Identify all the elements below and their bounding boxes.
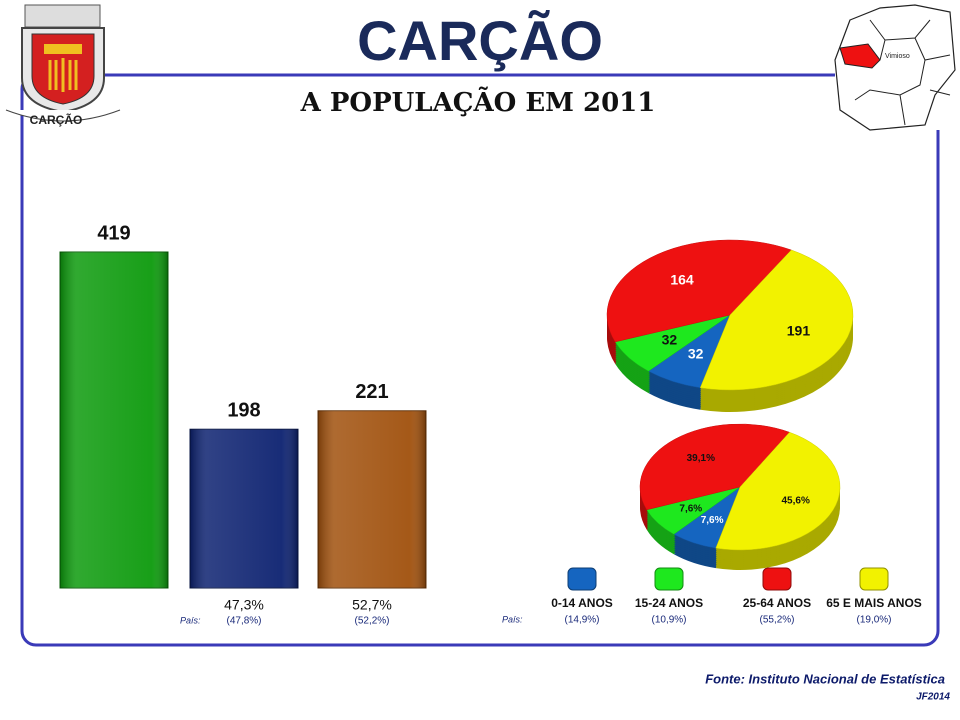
legend-swatch — [762, 567, 792, 591]
bar-shine — [60, 252, 168, 588]
charts: 419 198 47,3% (47,8%) 221 52,7% (52,2%) País: 32… — [59, 222, 922, 627]
share-label: 47,3% — [224, 597, 264, 613]
pie-value-label: 7,6% — [701, 515, 724, 526]
pie-slice — [639, 423, 790, 511]
country-label: País: — [502, 614, 523, 624]
pie-slice — [699, 249, 854, 391]
legend-label: 25-64 ANOS — [743, 596, 811, 610]
pie-value-label: 32 — [662, 331, 678, 347]
pie-value-label: 45,6% — [782, 496, 810, 507]
legend-swatch — [859, 567, 889, 591]
pie-value-label: 7,6% — [679, 503, 702, 514]
frame — [20, 73, 940, 647]
legend-label: 65 E MAIS ANOS — [826, 596, 922, 610]
crest — [5, 4, 121, 122]
bar-value-label: 419 — [97, 222, 130, 244]
bar-value-label: 198 — [227, 400, 260, 422]
crest-label: CARÇÃO — [30, 112, 83, 127]
map-label: Vimioso — [885, 53, 910, 60]
pie-slice — [715, 431, 841, 551]
legend-label: 0-14 ANOS — [551, 596, 613, 610]
subtitle: A POPULAÇÃO EM 2011 — [300, 86, 656, 118]
bar-value-label: 221 — [355, 381, 388, 403]
pie-value-label: 39,1% — [687, 453, 715, 464]
legend-swatch — [654, 567, 684, 591]
country-value-label: (14,9%) — [564, 615, 599, 626]
bar-shine — [318, 410, 426, 588]
country-share-label: (47,8%) — [226, 616, 261, 627]
pie-value-label: 164 — [670, 272, 694, 288]
title: CARÇÃO — [357, 9, 603, 72]
country-share-label: (52,2%) — [354, 616, 389, 627]
country-value-label: (19,0%) — [856, 615, 891, 626]
pie-value-label: 191 — [787, 323, 811, 339]
pie-slice — [606, 239, 792, 343]
country-value-label: (55,2%) — [759, 615, 794, 626]
credit: JF2014 — [916, 692, 950, 703]
share-label: 52,7% — [352, 597, 392, 613]
region-map — [834, 2, 957, 131]
bar-shine — [190, 429, 298, 588]
legend-swatch — [567, 567, 597, 591]
pie-value-label: 32 — [688, 346, 704, 362]
legend-label: 15-24 ANOS — [635, 596, 703, 610]
source: Fonte: Instituto Nacional de Estatística — [705, 671, 945, 686]
country-value-label: (10,9%) — [651, 615, 686, 626]
country-label: País: — [180, 615, 201, 625]
